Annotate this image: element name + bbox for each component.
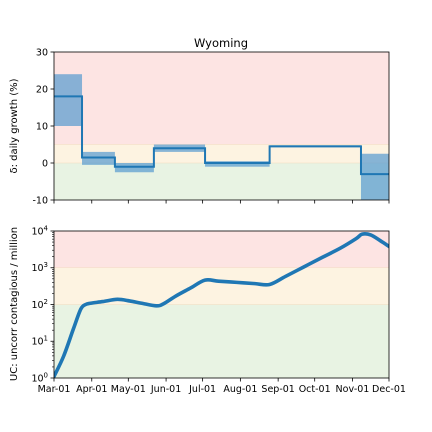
y-tick-label-growth-1: 0 <box>42 158 48 169</box>
growth-rate-panel: -10 0 10 20 30 Wyoming δ: daily growth (%) <box>9 36 390 206</box>
x-tick-label-9: Dec-01 <box>372 384 406 395</box>
y-tick-label-contagious-2: 102 <box>31 298 48 311</box>
confidence-band-6 <box>360 153 389 200</box>
zone-band-2 <box>54 52 389 145</box>
growth-step-line <box>54 95 389 176</box>
y-tick-label-contagious-4: 104 <box>31 224 48 237</box>
x-tick-label-6: Sep-01 <box>261 384 294 395</box>
y-tick-label-growth-4: 30 <box>36 47 48 58</box>
y-axis-label-growth: δ: daily growth (%) <box>9 78 20 173</box>
x-tick-label-2: May-01 <box>111 384 146 395</box>
y-tick-label-growth-2: 10 <box>36 121 48 132</box>
y-tick-label-growth-3: 20 <box>36 84 48 95</box>
x-tick-label-4: Jul-01 <box>188 384 216 395</box>
zone-band-lower-2 <box>54 231 389 268</box>
y-tick-label-contagious-1: 101 <box>31 335 48 348</box>
y-tick-label-contagious-0: 100 <box>31 371 48 384</box>
y-tick-label-contagious-3: 103 <box>31 261 48 274</box>
x-tick-label-3: Jun-01 <box>150 384 181 395</box>
contagious-curve <box>54 232 389 378</box>
contagious-panel: 100 101 102 103 104 Mar-01 Apr-01 May-01 Jun-01… <box>9 224 406 395</box>
zone-band-0 <box>54 163 389 200</box>
x-tick-label-7: Oct-01 <box>299 384 331 395</box>
x-tick-label-0: Mar-01 <box>38 384 71 395</box>
x-tick-label-5: Aug-01 <box>223 384 257 395</box>
x-tick-label-8: Nov-01 <box>336 384 370 395</box>
x-tick-label-1: Apr-01 <box>76 384 107 395</box>
y-axis-label-contagious: UC: uncorr contagious / million <box>9 227 20 381</box>
confidence-band-0 <box>54 74 83 126</box>
zone-band-1 <box>54 144 389 163</box>
zone-band-lower-0 <box>54 304 389 378</box>
zone-band-lower-1 <box>54 267 389 305</box>
chart-title: Wyoming <box>194 36 248 50</box>
y-tick-label-growth-0: -10 <box>32 195 48 206</box>
